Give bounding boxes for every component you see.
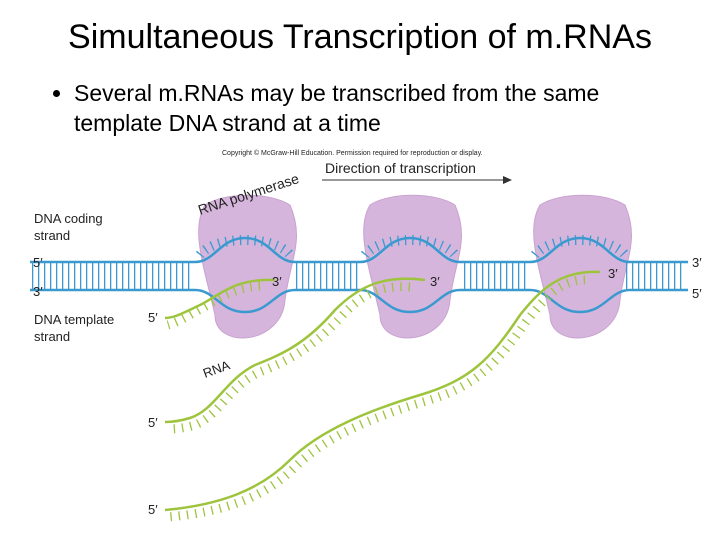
copyright: Copyright © McGraw-Hill Education. Permi…: [222, 149, 483, 157]
direction-label: Direction of transcription: [325, 160, 476, 176]
rna-5-end: 5′: [148, 415, 158, 430]
rna-5-end: 5′: [148, 502, 158, 517]
rna-5-end: 5′: [148, 310, 158, 325]
dna-strands: [30, 235, 688, 314]
dna-rungs: [32, 262, 686, 290]
end-label: 5′: [33, 255, 43, 270]
end-label: 5′: [692, 286, 702, 301]
arrowhead: [503, 176, 512, 184]
bullet-list: Several m.RNAs may be transcribed from t…: [48, 78, 684, 138]
rna-strands: [164, 270, 601, 522]
bullet: Several m.RNAs may be transcribed from t…: [74, 78, 684, 138]
polymerases: [198, 194, 632, 339]
rna-label: RNA: [201, 357, 232, 381]
slide-title: Simultaneous Transcription of m.RNAs: [68, 18, 652, 56]
template-label: strand: [34, 329, 70, 344]
rna-3-end: 3′: [272, 274, 282, 289]
rna-3-end: 3′: [430, 274, 440, 289]
coding-label: DNA coding: [34, 211, 103, 226]
coding-label: strand: [34, 228, 70, 243]
end-label: 3′: [692, 255, 702, 270]
end-label: 3′: [33, 284, 43, 299]
rna-3-end: 3′: [608, 266, 618, 281]
template-label: DNA template: [34, 312, 114, 327]
